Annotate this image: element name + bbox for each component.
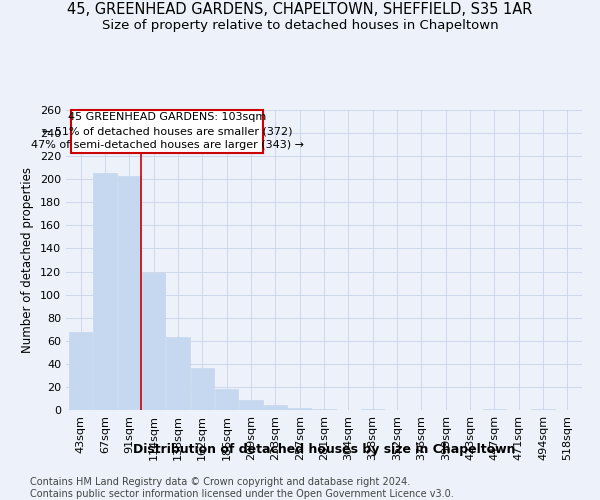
Bar [532,409,554,410]
FancyBboxPatch shape [71,110,263,152]
Bar [166,338,190,410]
Bar [239,400,263,410]
Text: 45, GREENHEAD GARDENS, CHAPELTOWN, SHEFFIELD, S35 1AR: 45, GREENHEAD GARDENS, CHAPELTOWN, SHEFF… [67,2,533,18]
Bar [191,368,214,410]
Text: Contains HM Land Registry data © Crown copyright and database right 2024.
Contai: Contains HM Land Registry data © Crown c… [30,478,454,499]
Bar [313,409,335,410]
Y-axis label: Number of detached properties: Number of detached properties [22,167,34,353]
Bar [215,389,238,410]
Text: 45 GREENHEAD GARDENS: 103sqm
← 51% of detached houses are smaller (372)
47% of s: 45 GREENHEAD GARDENS: 103sqm ← 51% of de… [31,112,304,150]
Bar [483,409,506,410]
Bar [69,332,92,410]
Bar [142,272,165,410]
Bar [361,409,384,410]
Text: Distribution of detached houses by size in Chapeltown: Distribution of detached houses by size … [133,442,515,456]
Text: Size of property relative to detached houses in Chapeltown: Size of property relative to detached ho… [101,18,499,32]
Bar [264,406,287,410]
Bar [288,408,311,410]
Bar [118,176,141,410]
Bar [94,174,116,410]
